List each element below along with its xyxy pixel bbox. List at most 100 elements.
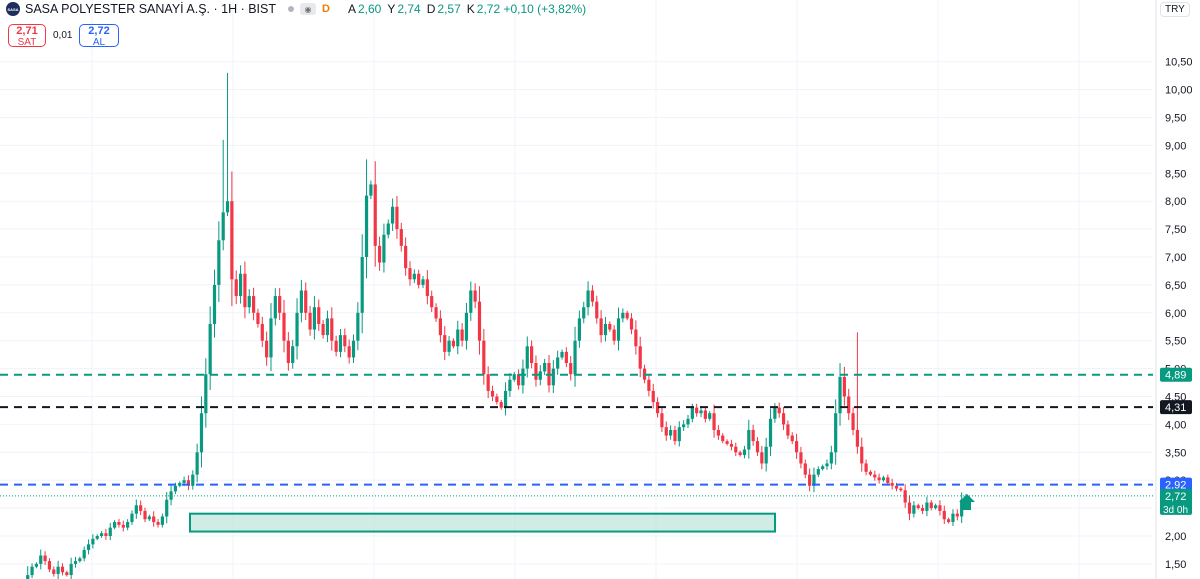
candle-body <box>26 575 30 579</box>
candle-body <box>152 516 156 523</box>
candle-body <box>234 279 238 297</box>
delayed-data-badge[interactable]: D <box>322 3 330 15</box>
candle-body <box>477 301 482 341</box>
candle-body <box>868 471 873 475</box>
candle-body <box>747 429 751 450</box>
candle-body <box>230 201 234 280</box>
candle-body <box>742 449 747 456</box>
candle-body <box>156 522 160 525</box>
y-tick-label: 9,50 <box>1165 113 1186 125</box>
candle-body <box>503 390 508 408</box>
y-tick-label: 8,00 <box>1165 196 1186 208</box>
candle-body <box>377 245 382 263</box>
candle-body <box>773 407 777 419</box>
y-tick-label: 1,50 <box>1165 559 1186 571</box>
candle-body <box>208 323 212 375</box>
candle-body <box>304 290 308 313</box>
candle-body <box>847 396 851 414</box>
y-tick-label: 8,50 <box>1165 168 1186 180</box>
candle-body <box>443 335 447 352</box>
candle-body <box>369 184 373 196</box>
symbol-title[interactable]: SASA POLYESTER SANAYİ A.Ş. · 1H · BIST <box>25 2 277 16</box>
ohlc-open-label: A <box>347 2 356 16</box>
candle-body <box>269 318 273 358</box>
candle-body <box>238 273 243 297</box>
candle-body <box>173 485 178 492</box>
candle-body <box>30 566 34 576</box>
last-price-badge <box>1160 488 1192 515</box>
last-price-label: 2,72 <box>1165 491 1186 503</box>
candle-body <box>139 505 143 511</box>
candle-body <box>808 474 812 486</box>
buy-label: AL <box>92 37 106 48</box>
candle-body <box>938 505 942 511</box>
candle-body <box>821 466 825 470</box>
candle-body <box>312 307 317 330</box>
candle-body <box>912 505 916 514</box>
sell-button[interactable]: 2,71 SAT <box>8 24 46 48</box>
candle-body <box>794 441 799 453</box>
candle-body <box>434 307 438 319</box>
candle-body <box>721 435 725 442</box>
candle-body <box>273 296 277 319</box>
candle-body <box>660 413 664 428</box>
candle-body <box>256 312 260 324</box>
candle-body <box>464 312 469 341</box>
candle-body <box>165 499 169 517</box>
candle-body <box>425 279 429 297</box>
ohlc-high-label: Y <box>387 2 396 16</box>
candle-body <box>764 446 768 464</box>
candle-body <box>126 522 130 528</box>
y-tick-label: 4,00 <box>1165 419 1186 431</box>
candle-body <box>482 340 486 375</box>
candle-body <box>404 245 408 269</box>
candle-body <box>621 312 625 319</box>
y-tick-label: 7,50 <box>1165 224 1186 236</box>
candle-body <box>873 474 877 478</box>
candle-body <box>881 477 886 481</box>
candle-body <box>629 318 634 330</box>
candle-body <box>69 563 73 576</box>
candle-body <box>860 446 864 464</box>
buy-button[interactable]: 2,72 AL <box>79 24 119 48</box>
candle-body <box>182 480 186 483</box>
candle-body <box>490 390 495 397</box>
candle-body <box>803 463 807 475</box>
candle-body <box>551 368 555 386</box>
candle-body <box>616 318 621 341</box>
candle-body <box>265 340 269 358</box>
candle-body <box>286 340 290 364</box>
candle-body <box>855 429 860 447</box>
candle-body <box>586 290 590 308</box>
candle-body <box>212 284 217 324</box>
candle-body <box>942 510 946 520</box>
candle-body <box>864 463 868 472</box>
bar-countdown: 3d 0h <box>1163 505 1188 516</box>
y-tick-label: 6,00 <box>1165 308 1186 320</box>
candle-body <box>456 329 460 347</box>
candle-body <box>690 407 694 419</box>
eye-icon[interactable]: ◉ <box>300 3 317 15</box>
price-line-badge <box>1160 400 1192 415</box>
candle-body <box>508 379 512 391</box>
candle-body <box>308 312 312 330</box>
candle-body <box>351 340 356 358</box>
candle-body <box>330 318 334 341</box>
candle-body <box>816 469 820 475</box>
candle-body <box>321 323 325 336</box>
symbol-logo: SASA <box>6 2 20 16</box>
candle-body <box>534 363 538 380</box>
candle-body <box>73 561 78 564</box>
candle-body <box>708 413 712 419</box>
candle-body <box>95 536 99 539</box>
ohlc-low-value: 2,57 <box>437 2 461 16</box>
candle-body <box>899 488 903 491</box>
candle-body <box>299 290 303 313</box>
candle-body <box>217 240 221 285</box>
candle-body <box>560 351 564 358</box>
candle-body <box>573 340 577 375</box>
candle-body <box>52 569 56 574</box>
y-tick-label: 3,50 <box>1165 447 1186 459</box>
currency-selector[interactable]: TRY <box>1160 2 1190 17</box>
